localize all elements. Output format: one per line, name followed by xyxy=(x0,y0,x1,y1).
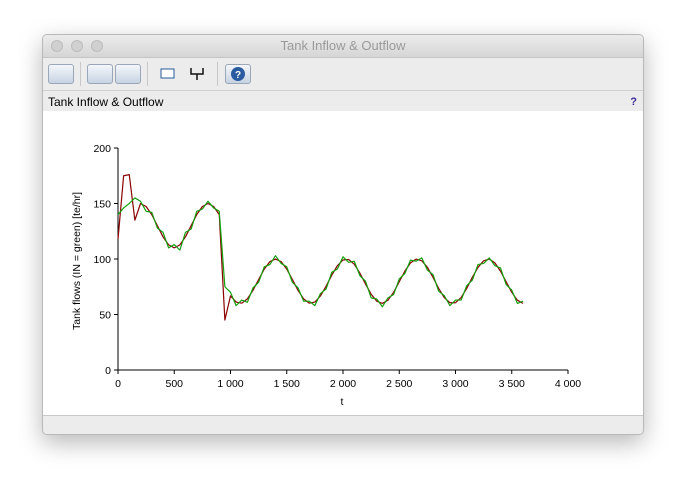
y-tick-label: 200 xyxy=(93,143,111,155)
x-tick-label: 4 000 xyxy=(555,378,581,390)
separator xyxy=(80,62,81,86)
series-line xyxy=(117,197,524,308)
edit-button[interactable] xyxy=(48,64,74,84)
y-tick-label: 50 xyxy=(99,310,111,322)
x-tick-label: 1 500 xyxy=(274,378,300,390)
separator xyxy=(147,62,148,86)
window: Tank Inflow & Outflow ? Tank Inflow & Ou… xyxy=(42,34,644,435)
y-tick-label: 150 xyxy=(93,199,111,211)
y-tick-label: 0 xyxy=(105,365,111,377)
x-tick-label: 2 500 xyxy=(386,378,412,390)
zoom-out-button[interactable] xyxy=(115,64,141,84)
toolbar: ? xyxy=(43,58,643,91)
close-button[interactable] xyxy=(51,40,63,52)
title-bar: Tank Inflow & Outflow xyxy=(43,35,643,58)
x-tick-label: 0 xyxy=(115,378,121,390)
zoom-button[interactable] xyxy=(91,40,103,52)
x-tick-label: 1 000 xyxy=(217,378,243,390)
datatip-button[interactable] xyxy=(155,64,181,84)
plot-area: t Tank flows (IN = green) [te/hr] 0 50 100… xyxy=(43,111,643,415)
icon xyxy=(160,68,175,79)
icon xyxy=(190,68,204,80)
x-tick-label: 3 500 xyxy=(499,378,525,390)
y-axis-label: Tank flows (IN = green) [te/hr] xyxy=(71,192,83,330)
window-title: Tank Inflow & Outflow xyxy=(280,38,406,53)
status-bar xyxy=(43,415,643,434)
y-tick-label: 100 xyxy=(93,254,111,266)
panel-header: Tank Inflow & Outflow ? xyxy=(43,91,643,113)
series-line xyxy=(117,174,524,321)
x-tick-label: 3 000 xyxy=(442,378,468,390)
tree-button[interactable] xyxy=(185,64,211,84)
help-button[interactable]: ? xyxy=(225,64,251,84)
x-tick-label: 500 xyxy=(165,378,183,390)
minimize-button[interactable] xyxy=(71,40,83,52)
help-link[interactable]: ? xyxy=(630,96,637,108)
panel-title: Tank Inflow & Outflow xyxy=(48,95,164,109)
chart: t Tank flows (IN = green) [te/hr] 0 50 100… xyxy=(71,143,581,408)
separator xyxy=(217,62,218,86)
x-axis-label: t xyxy=(341,396,344,408)
x-tick-label: 2 000 xyxy=(330,378,356,390)
zoom-in-button[interactable] xyxy=(87,64,113,84)
icon: ? xyxy=(231,67,245,81)
svg-text:?: ? xyxy=(235,70,241,81)
